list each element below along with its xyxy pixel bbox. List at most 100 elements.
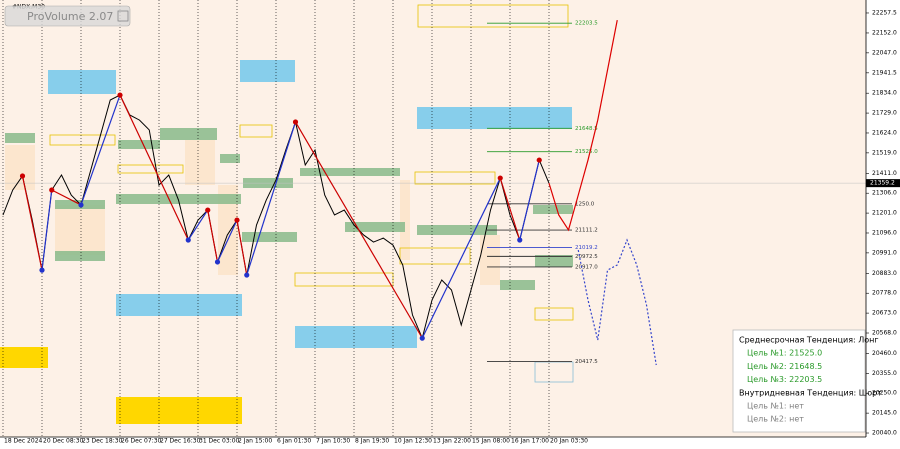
level-label: 20917.0 [575,264,598,270]
zigzag-leg [216,219,238,263]
x-tick-label: 26 Dec 07:30 [121,438,162,445]
swing-point [214,259,221,265]
series-line [548,19,618,232]
zone-outline [534,361,574,383]
y-tick-label: 20355.0 [872,370,897,377]
level-label: 22203.5 [575,21,598,27]
zone [5,133,35,143]
zone [55,205,105,255]
zone [300,168,400,176]
zone [116,397,242,424]
x-tick-label: 23 Dec 18:30 [82,438,123,445]
swing-point [517,237,523,243]
zigzag-leg [207,209,219,263]
x-tick-label: 20 Jan 03:30 [550,438,588,445]
y-tick-label: 22257.5 [872,9,897,16]
zone [295,326,417,348]
x-tick-label: 27 Dec 16:30 [160,438,201,445]
info-line: Внутридневная Тенденция: Шорт [739,388,882,397]
zone-outline [414,171,496,185]
x-tick-label: 8 Jan 19:30 [355,438,389,445]
swing-point [117,92,123,98]
y-tick-label: 21306.0 [872,190,897,197]
x-tick-label: 7 Jan 10:30 [316,438,350,445]
y-tick-label: 20673.0 [872,310,897,317]
zone [533,205,573,214]
level-label: 20972.5 [575,254,598,260]
zigzag-leg [519,159,540,241]
swing-point [78,202,84,208]
plot-background [0,0,866,437]
zone-outline [534,307,574,321]
y-tick-label: 21096.0 [872,229,897,236]
zone [185,140,215,185]
y-tick-label: 21941.5 [872,69,897,76]
indicator-name: ProVolume 2.07 [27,10,113,23]
y-tick-label: 20778.0 [872,290,897,297]
info-line: Цель №1: нет [747,402,804,411]
y-tick-label: 20040.0 [872,430,897,437]
x-tick-label: 18 Dec 2024 [4,438,43,445]
zone [0,347,48,368]
y-tick-label: 20883.0 [872,270,897,277]
zone [55,251,105,261]
zigzag-leg [421,177,501,339]
zigzag-leg [41,189,53,271]
y-tick-label: 21411.0 [872,170,897,177]
swing-point [39,267,45,273]
series-line [577,238,657,366]
zone [242,232,297,242]
indicator-badge[interactable] [4,5,131,27]
zone [116,294,242,316]
badge-icon[interactable] [117,10,129,22]
info-box [732,329,866,433]
current-price-box [866,179,900,188]
level-label: 20417.5 [575,359,598,365]
zone [417,107,572,129]
zone-outline [49,134,116,146]
zigzag-leg [21,175,43,271]
zigzag-leg [246,121,297,276]
series-line [2,94,550,340]
y-tick-label: 20460.0 [872,350,897,357]
y-tick-label: 21624.0 [872,129,897,136]
zone [160,128,217,140]
zone [400,180,410,260]
zone [5,145,35,190]
y-tick-label: 21834.0 [872,90,897,97]
x-tick-label: 6 Jan 01:30 [277,438,311,445]
swing-point [497,175,503,181]
x-tick-label: 16 Jan 17:00 [511,438,549,445]
zone [345,222,405,232]
zone [417,225,497,235]
level-label: 21111.2 [575,228,598,234]
level-label: 21648.5 [575,126,598,132]
swing-point [536,157,542,163]
zone-outline [417,4,569,28]
swing-point [49,187,55,193]
info-line: Среднесрочная Тенденция: Лонг [739,336,879,345]
zigzag-leg [236,220,248,276]
zigzag-leg [119,94,189,241]
swing-point [234,217,240,223]
zigzag-leg [294,121,423,339]
zigzag-leg [187,209,209,241]
zigzag-leg [51,189,82,206]
swing-point [292,119,299,125]
zone [118,140,160,149]
x-tick-label: 13 Jan 22:00 [433,438,471,445]
x-tick-label: 31 Dec 03:00 [199,438,240,445]
zigzag-leg [80,94,121,206]
zone [220,154,240,163]
y-tick-label: 22152.0 [872,29,897,36]
swing-point [419,335,425,341]
swing-point [185,237,191,243]
zone-outline [239,124,273,138]
swing-point [205,207,211,213]
y-tick-label: 21519.0 [872,149,897,156]
info-line: Цель №2: 21648.5 [747,362,822,371]
x-tick-label: 10 Jan 12:30 [394,438,432,445]
volume-zones [0,4,574,424]
swing-point [244,272,250,278]
